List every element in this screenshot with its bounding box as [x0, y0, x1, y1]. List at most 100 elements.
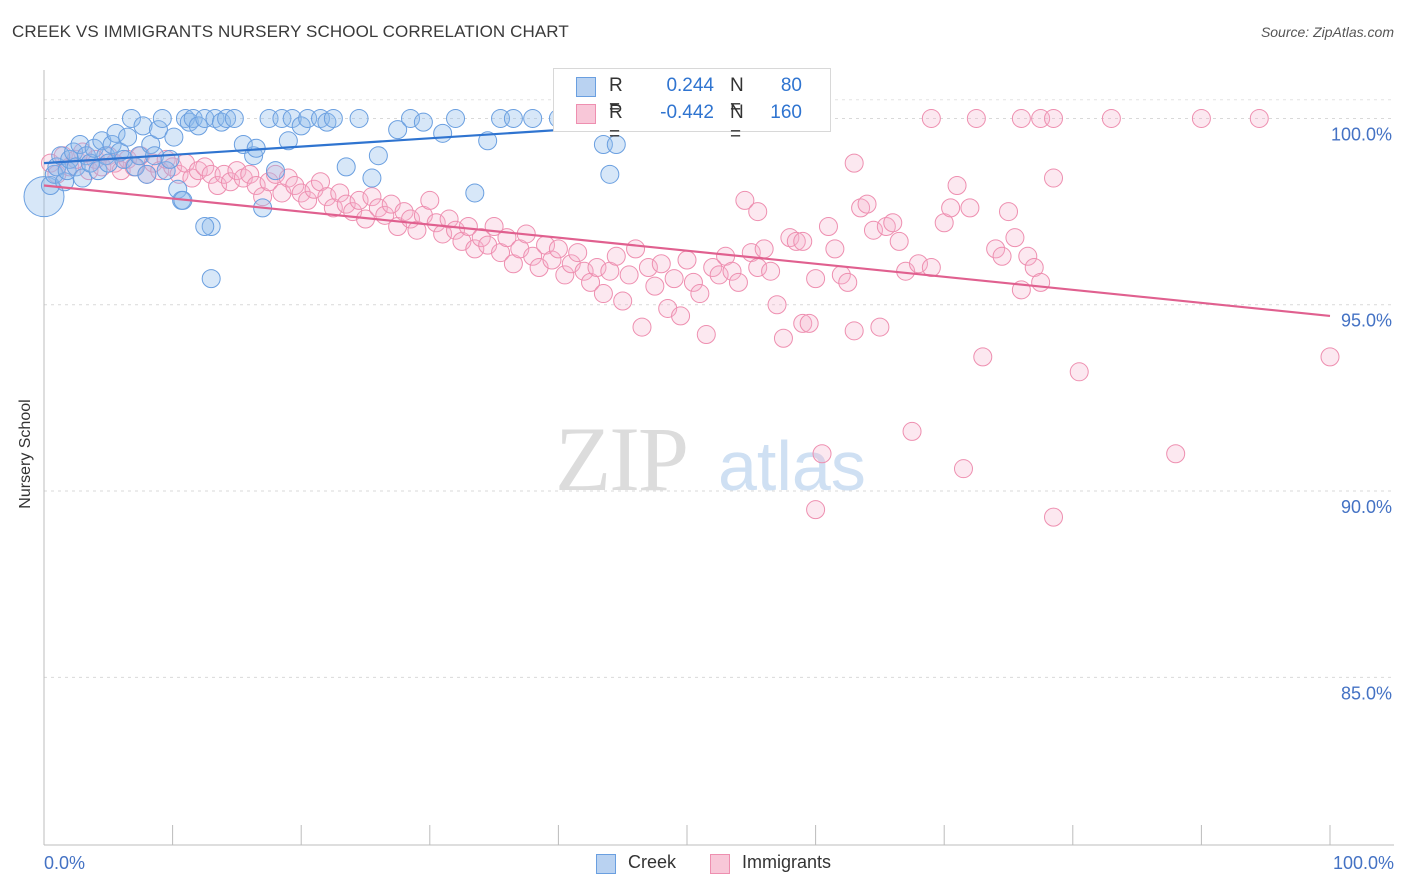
- creek-point: [523, 108, 543, 128]
- immigrants-trend-line: [43, 184, 1331, 318]
- creek-point: [195, 216, 215, 236]
- immigrants-point: [696, 325, 716, 345]
- immigrants-point: [632, 317, 652, 337]
- creek-point: [433, 123, 453, 143]
- immigrants-point: [638, 257, 658, 277]
- immigrants-point: [548, 239, 568, 259]
- creek-swatch: [576, 77, 596, 97]
- immigrants-point: [1011, 108, 1031, 128]
- immigrants-point: [349, 190, 369, 210]
- immigrants-point: [780, 228, 800, 248]
- immigrants-point: [1101, 108, 1121, 128]
- immigrants-point: [960, 198, 980, 218]
- creek-point: [152, 108, 172, 128]
- immigrants-point: [182, 168, 202, 188]
- creek-point: [224, 108, 244, 128]
- immigrants-point: [806, 269, 826, 289]
- immigrants-point: [458, 216, 478, 236]
- immigrants-point: [465, 239, 485, 259]
- immigrants-point: [574, 261, 594, 281]
- immigrants-point: [619, 265, 639, 285]
- immigrants-point: [844, 153, 864, 173]
- creek-point: [323, 108, 343, 128]
- immigrants-point: [188, 161, 208, 181]
- creek-point: [401, 108, 421, 128]
- immigrants-point: [889, 231, 909, 251]
- immigrants-point: [1005, 228, 1025, 248]
- immigrants-point: [227, 161, 247, 181]
- immigrants-point: [844, 321, 864, 341]
- immigrants-point: [812, 444, 832, 464]
- immigrants-point: [870, 317, 890, 337]
- immigrants-point: [973, 347, 993, 367]
- creek-point: [446, 108, 466, 128]
- creek-point: [600, 164, 620, 184]
- immigrants-point: [690, 284, 710, 304]
- watermark-zip: ZIP: [555, 408, 687, 510]
- x-tick-label-start: 0.0%: [44, 853, 85, 873]
- immigrants-n-label: N =: [730, 102, 744, 145]
- creek-point: [205, 108, 225, 128]
- immigrants-point: [735, 190, 755, 210]
- immigrants-point: [966, 108, 986, 128]
- immigrants-point: [799, 313, 819, 333]
- immigrants-point: [703, 257, 723, 277]
- creek-point: [265, 161, 285, 181]
- creek-point: [160, 149, 180, 169]
- immigrants-point: [169, 164, 189, 184]
- immigrants-point: [259, 172, 279, 192]
- creek-point: [141, 135, 161, 155]
- immigrants-point: [568, 243, 588, 263]
- immigrants-point: [1031, 272, 1051, 292]
- immigrants-point: [1249, 108, 1269, 128]
- creek-r-value: 0.244: [666, 75, 714, 96]
- immigrants-point: [1044, 507, 1064, 527]
- immigrants-point: [291, 183, 311, 203]
- immigrants-point: [1044, 168, 1064, 188]
- immigrants-point: [92, 157, 112, 177]
- immigrants-point: [336, 194, 356, 214]
- immigrants-point: [761, 261, 781, 281]
- immigrants-point: [876, 216, 896, 236]
- creek-legend-swatch: [596, 854, 616, 874]
- creek-point: [317, 112, 337, 132]
- creek-point: [368, 146, 388, 166]
- immigrants-point: [1018, 246, 1038, 266]
- creek-point: [362, 168, 382, 188]
- immigrants-point: [709, 265, 729, 285]
- immigrants-point: [587, 257, 607, 277]
- correlation-legend: R = 0.244 N = 80 R = -0.442 N = 160: [553, 68, 831, 145]
- immigrants-point: [626, 239, 646, 259]
- immigrants-point: [908, 254, 928, 274]
- watermark-atlas: atlas: [718, 427, 866, 505]
- y-tick-label: 95.0%: [1341, 311, 1392, 331]
- creek-legend-label: Creek: [628, 852, 677, 872]
- trend-lines: [43, 124, 1331, 318]
- immigrants-point: [767, 295, 787, 315]
- immigrants-point: [838, 272, 858, 292]
- immigrants-point: [728, 272, 748, 292]
- y-tick-label: 85.0%: [1341, 683, 1392, 703]
- immigrants-point: [240, 164, 260, 184]
- immigrants-point: [793, 313, 813, 333]
- creek-point: [137, 164, 157, 184]
- immigrants-legend-label: Immigrants: [742, 852, 832, 872]
- immigrants-point: [214, 164, 234, 184]
- immigrants-point: [606, 246, 626, 266]
- immigrants-point: [246, 176, 266, 196]
- immigrants-point: [986, 239, 1006, 259]
- creek-point: [244, 146, 264, 166]
- immigrants-point: [664, 269, 684, 289]
- creek-point: [503, 108, 523, 128]
- immigrants-point: [593, 284, 613, 304]
- creek-point: [70, 135, 90, 155]
- immigrants-point: [851, 198, 871, 218]
- creek-point: [349, 108, 369, 128]
- immigrants-point: [992, 246, 1012, 266]
- creek-trend-line: [43, 124, 623, 165]
- immigrants-swatch: [576, 104, 596, 124]
- immigrants-point: [677, 250, 697, 270]
- immigrants-point: [806, 500, 826, 520]
- immigrants-point: [394, 202, 414, 222]
